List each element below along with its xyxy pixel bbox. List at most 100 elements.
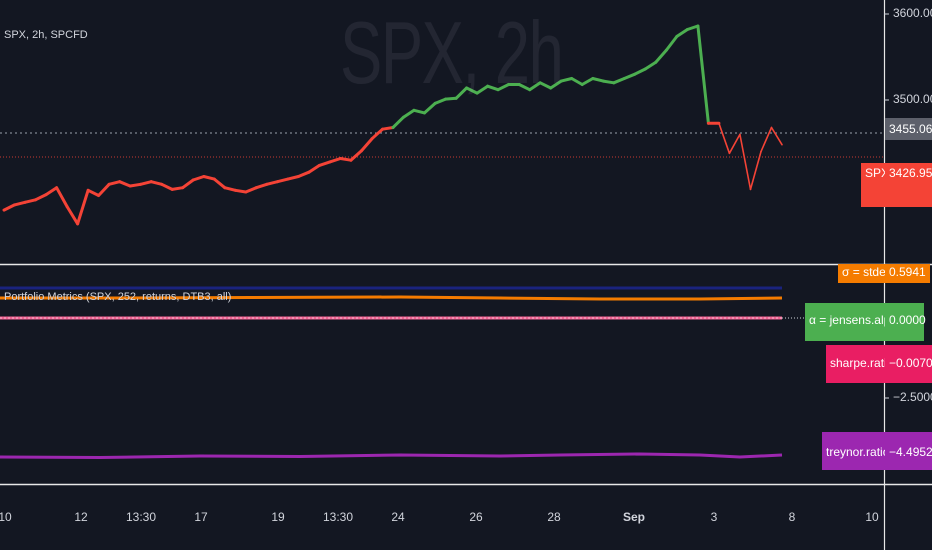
price-line-segment	[286, 175, 300, 181]
price-line-segment	[444, 96, 458, 101]
indicator-line-treynor	[0, 452, 783, 460]
price-line-segment	[601, 79, 616, 85]
stdev-label: σ = stdev	[838, 264, 896, 283]
price-line-segment	[549, 79, 563, 90]
price-line-segment	[412, 108, 426, 115]
price-line-segment	[170, 186, 185, 191]
price-line-segment	[643, 60, 658, 71]
price-line-segment	[739, 133, 752, 191]
price-line-segment	[212, 177, 227, 190]
price-line-segment	[265, 180, 279, 186]
price-line-segment	[360, 137, 374, 153]
price-line-segment	[664, 34, 679, 52]
price-line-segment	[591, 77, 605, 83]
price-line-segment	[34, 193, 48, 202]
time-axis-tick: 10	[865, 510, 879, 524]
indicator-title[interactable]: Portfolio Metrics (SPX, 252, returns, DT…	[4, 291, 232, 303]
price-line-segment	[181, 178, 195, 190]
chart-watermark: SPX, 2h	[340, 3, 564, 102]
price-line	[2, 24, 783, 226]
price-line-segment	[296, 170, 311, 178]
symbol-label[interactable]: SPX, 2h, SPCFD	[4, 29, 88, 41]
treynor-value: −4.4952	[885, 432, 932, 470]
time-axis-tick: 17	[194, 510, 208, 524]
price-line-segment	[23, 198, 37, 204]
price-line-segment	[244, 186, 258, 194]
stdev-value: 0.5941	[885, 264, 930, 283]
price-axis-tick: 3500.00	[893, 92, 932, 106]
price-line-segment	[2, 203, 16, 212]
time-axis-tick: 13:30	[125, 510, 157, 524]
price-line-segment	[254, 182, 269, 190]
price-line-segment	[328, 157, 342, 164]
price-line-segment	[465, 86, 479, 95]
price-line-segment	[149, 180, 164, 186]
price-line-segment	[570, 77, 584, 86]
time-axis-tick: 26	[469, 510, 483, 524]
price-line-segment	[202, 175, 216, 181]
price-line-segment	[496, 83, 511, 92]
price-line-segment	[654, 48, 668, 64]
price-line-segment	[338, 157, 353, 162]
price-line-segment	[749, 150, 762, 191]
price-line-segment	[275, 177, 290, 184]
price-axis-tick: 3600.00	[893, 6, 932, 20]
time-axis-tick: 28	[547, 510, 561, 524]
price-line-segment	[191, 175, 206, 182]
price-line-segment	[718, 122, 731, 155]
price-line-segment	[517, 83, 532, 92]
price-line-segment	[107, 180, 122, 186]
price-line-segment	[486, 84, 500, 92]
price-line-segment	[612, 77, 626, 85]
time-axis-tick: 3	[710, 510, 718, 524]
price-line-segment	[454, 86, 469, 100]
price-line-segment	[307, 163, 321, 174]
time-axis-tick: 8	[788, 510, 796, 524]
price-line-segment	[685, 24, 700, 31]
alpha-value: 0.0000	[885, 303, 926, 341]
current-symbol-tag: SPX	[861, 163, 889, 207]
price-line-segment	[402, 108, 416, 119]
price-line-segment	[160, 182, 174, 191]
price-line-segment	[76, 188, 90, 226]
price-line-segment	[423, 101, 437, 115]
price-line-segment	[317, 160, 332, 167]
price-line-segment	[633, 67, 647, 76]
price-line-segment	[475, 84, 490, 95]
indicator-axis-tick: −2.5000	[893, 390, 932, 404]
price-line-segment	[391, 115, 405, 129]
price-line-segment	[65, 205, 80, 226]
price-line-segment	[139, 180, 153, 186]
price-line-segment	[128, 182, 143, 188]
price-line-segment	[97, 182, 111, 197]
price-line-segment	[223, 186, 237, 192]
time-axis-tick: 24	[391, 510, 405, 524]
sharpe-value: −0.0070	[885, 345, 932, 383]
price-line-segment	[118, 180, 132, 188]
time-axis-tick-month: Sep	[622, 510, 646, 524]
time-axis-tick: 13:30	[322, 510, 354, 524]
price-line-segment	[538, 81, 553, 90]
price-line-segment	[559, 77, 574, 83]
price-line-segment	[622, 72, 637, 80]
price-line-segment	[370, 127, 384, 141]
price-line-segment	[381, 126, 395, 131]
price-line-segment	[760, 126, 773, 153]
time-axis-tick: 10	[0, 510, 12, 524]
indicator-line-stdev	[0, 295, 783, 301]
price-line-segment	[675, 28, 689, 38]
price-line-segment	[770, 126, 783, 146]
crosshair-price-tag: 3455.06	[885, 118, 932, 140]
time-axis-tick: 19	[271, 510, 285, 524]
price-line-segment	[233, 188, 248, 194]
price-line-segment	[696, 24, 710, 125]
price-line-segment	[86, 188, 101, 197]
price-line-segment	[580, 77, 595, 86]
time-axis-tick: 12	[74, 510, 88, 524]
current-price-tag: 3426.95	[885, 163, 932, 207]
price-line-segment	[13, 200, 27, 207]
price-line-segment	[55, 186, 69, 209]
price-line-segment	[44, 186, 59, 197]
price-line-segment	[728, 133, 741, 155]
